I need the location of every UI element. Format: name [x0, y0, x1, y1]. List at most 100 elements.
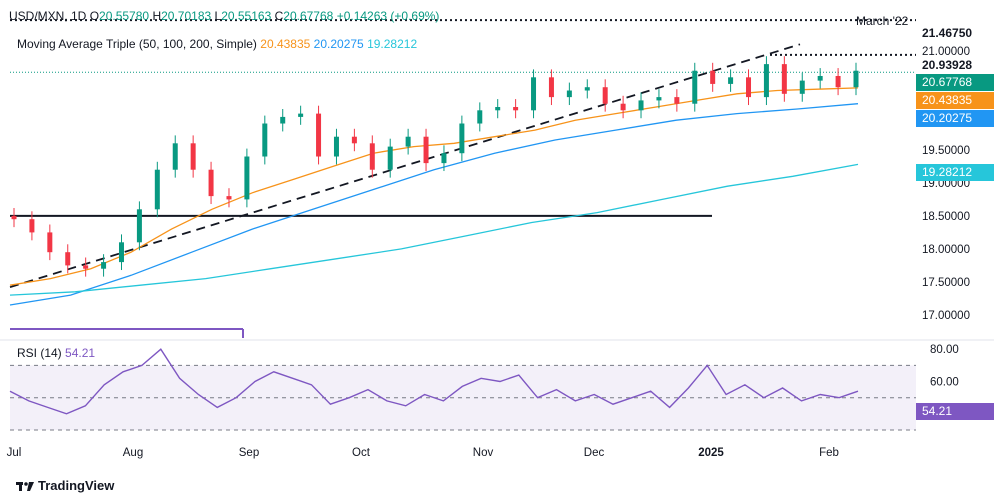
- close-value: 20.67768: [283, 9, 334, 23]
- candle: [495, 99, 501, 119]
- candle: [65, 244, 71, 274]
- candle-body: [316, 113, 322, 157]
- candle-body: [423, 136, 429, 164]
- candle: [298, 105, 304, 125]
- candle-body: [513, 107, 519, 111]
- candle-body: [65, 252, 71, 266]
- reference-levels: [9, 19, 916, 338]
- candle-body: [405, 136, 411, 147]
- rsi-tick-label: 60.00: [930, 377, 959, 389]
- candle-body: [226, 196, 232, 200]
- candle: [208, 161, 214, 205]
- y-tick-label: 17.50000: [922, 277, 970, 289]
- low-value: 20.55163: [221, 9, 272, 23]
- candle: [656, 89, 662, 109]
- candle: [136, 201, 142, 251]
- open-value: 20.55780: [99, 9, 150, 23]
- candle: [280, 108, 286, 132]
- candle-body: [566, 90, 572, 98]
- candle-body: [495, 107, 501, 111]
- candle: [172, 135, 178, 178]
- low-label: L: [214, 9, 222, 23]
- candle: [584, 79, 590, 99]
- candle-body: [11, 215, 17, 220]
- candle: [674, 89, 680, 112]
- candle-body: [531, 77, 537, 111]
- candle-body: [262, 123, 268, 157]
- candle-body: [208, 169, 214, 197]
- candle-body: [656, 97, 662, 101]
- candle-body: [548, 77, 554, 98]
- candle: [817, 68, 823, 89]
- candle-body: [459, 123, 465, 154]
- candle: [835, 68, 841, 96]
- ma200-line: [9, 163, 859, 296]
- y-tick-label: 19.50000: [922, 145, 970, 157]
- y-tick-label: 18.50000: [922, 211, 970, 223]
- candle: [728, 69, 734, 92]
- x-tick-label: Aug: [123, 447, 143, 459]
- candle: [190, 135, 196, 178]
- candle: [531, 69, 537, 119]
- candle-body: [781, 64, 787, 94]
- tag-ma100: 20.20275: [916, 110, 994, 127]
- candle: [513, 99, 519, 119]
- ma-legend: Moving Average Triple (50, 100, 200, Sim…: [17, 37, 417, 51]
- candle: [118, 234, 124, 271]
- rsi-legend: RSI (14) 54.21: [17, 346, 95, 360]
- candle: [459, 115, 465, 162]
- tradingview-logo-icon: [16, 482, 34, 491]
- high-value: 20.70183: [161, 9, 212, 23]
- candle: [154, 161, 160, 218]
- y-tick-label: 21.00000: [922, 46, 970, 58]
- candle: [763, 56, 769, 106]
- candle: [781, 56, 787, 102]
- candle: [83, 257, 89, 277]
- tag-last-price: 20.67768: [916, 74, 994, 91]
- candle-body: [369, 143, 375, 170]
- candle-body: [746, 77, 752, 98]
- open-label: O: [89, 9, 100, 23]
- candle-body: [101, 262, 107, 269]
- ma100-line: [9, 103, 859, 306]
- candle-body: [799, 80, 805, 94]
- symbol-label: USD/MXN, 1D: [9, 9, 87, 23]
- candle-body: [710, 70, 716, 84]
- x-tick-label: Nov: [473, 447, 494, 459]
- y-tick-label: 17.00000: [922, 310, 970, 322]
- moving-averages: [9, 87, 859, 306]
- march22-annotation: March '22: [856, 14, 909, 28]
- candle-body: [387, 146, 393, 170]
- candle: [333, 128, 339, 165]
- candle-body: [83, 265, 89, 269]
- candle-body: [154, 169, 160, 210]
- candle-body: [351, 136, 357, 144]
- candle-body: [118, 242, 124, 263]
- candle-body: [602, 87, 608, 104]
- candle-body: [280, 116, 286, 124]
- candle-body: [441, 153, 447, 164]
- x-tick-label: Dec: [584, 447, 605, 459]
- x-tick-label: Feb: [819, 447, 839, 459]
- candle-body: [638, 100, 644, 111]
- y-tick-label: 18.00000: [922, 244, 970, 256]
- rsi-legend-value: 54.21: [65, 346, 96, 360]
- candle: [316, 105, 322, 165]
- candle-body: [692, 70, 698, 104]
- candle-body: [47, 232, 53, 253]
- ma50-value: 20.43835: [260, 37, 311, 51]
- trend-line: [9, 43, 801, 289]
- candle-body: [477, 110, 483, 124]
- candle-body: [817, 75, 823, 81]
- tag-level-res: 20.93928: [916, 57, 994, 74]
- candle-body: [835, 75, 841, 88]
- candle: [853, 62, 859, 96]
- candle: [11, 207, 17, 228]
- close-label: C: [274, 9, 284, 23]
- candle: [692, 62, 698, 112]
- candle: [566, 82, 572, 106]
- candle-body: [620, 103, 626, 111]
- rsi-title: RSI (14): [17, 346, 62, 360]
- candle: [244, 148, 250, 208]
